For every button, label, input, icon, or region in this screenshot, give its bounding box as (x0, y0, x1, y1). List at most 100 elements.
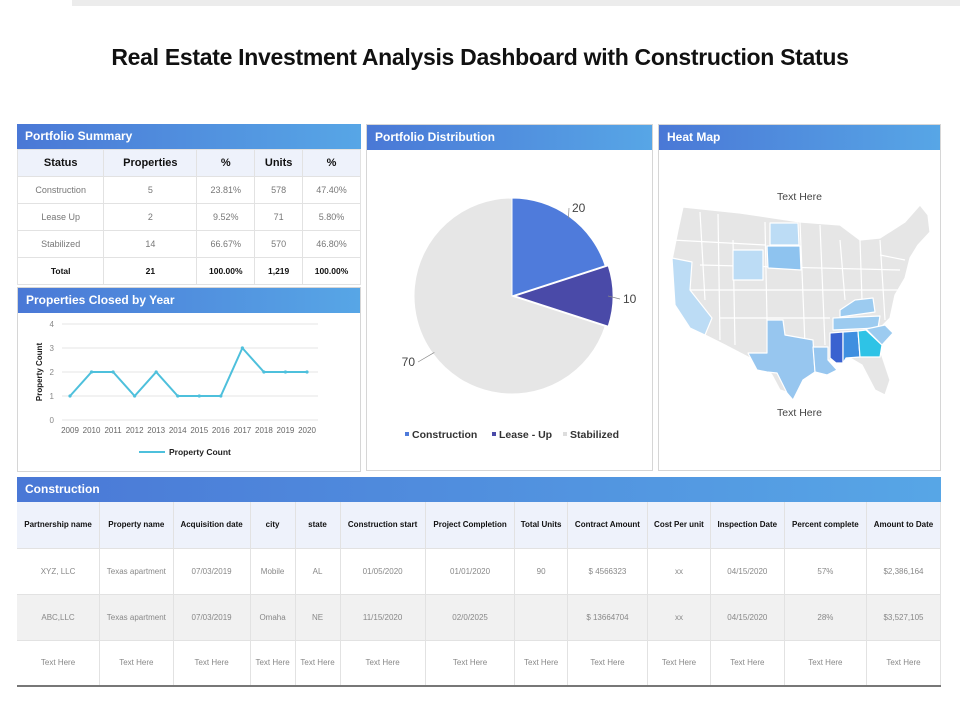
table-row: ABC,LLC Texas apartment 07/03/2019 Omaha NE 1… (17, 593, 942, 640)
x-tick-label: 2015 (190, 426, 208, 435)
table-cell: 90 (514, 547, 568, 594)
construction-header: Construction (17, 477, 941, 502)
table-cell: 04/15/2020 (710, 547, 785, 594)
closed-by-year-panel: Properties Closed by Year 0 1 2 3 4 2009 2010 2… (17, 287, 361, 472)
data-point (68, 394, 72, 398)
table-cell: Text Here (99, 639, 174, 687)
table-cell: 57% (784, 547, 867, 594)
portfolio-summary-table: Status Properties% Units% Construction 5 23.8… (16, 149, 361, 285)
data-point (197, 394, 201, 398)
state-kentucky (839, 297, 876, 318)
table-cell: 04/15/2020 (710, 593, 785, 640)
table-cell: 02/0/2025 (425, 593, 516, 640)
table-row: XYZ, LLC Texas apartment 07/03/2019 Mobile A… (17, 547, 942, 594)
state-texas (747, 319, 816, 401)
column-header: % (302, 149, 361, 177)
data-label: 10 (623, 292, 637, 306)
table-cell: 01/01/2020 (425, 547, 516, 594)
page-title: Real Estate Investment Analysis Dashboar… (111, 44, 849, 70)
portfolio-distribution-panel: Portfolio Distribution 20 10 70 Constructio… (366, 124, 653, 471)
y-tick-label: 3 (50, 344, 55, 353)
y-tick-label: 2 (50, 368, 55, 377)
table-cell: Texas apartment (99, 593, 174, 640)
table-cell: $ 4566323 (567, 547, 649, 594)
state-north-dakota (769, 222, 800, 246)
legend-swatch (563, 432, 567, 436)
table-cell: $2,386,164 (866, 547, 942, 594)
data-point (154, 370, 158, 374)
top-decor-strip (0, 0, 960, 6)
data-point (89, 370, 94, 374)
x-tick-label: 2017 (233, 426, 251, 435)
total-cell: 100.00% (196, 257, 256, 285)
table-cell: 5.80% (302, 203, 361, 231)
portfolio-summary-header: Portfolio Summary (17, 124, 361, 149)
x-tick-label: 2011 (104, 426, 122, 435)
data-point (262, 370, 266, 374)
legend-label: Construction (412, 429, 477, 441)
total-cell: Total (16, 257, 105, 285)
table-cell: Stabilized (16, 230, 105, 258)
data-point (111, 370, 115, 374)
data-point (133, 394, 137, 398)
table-cell: ABC,LLC (17, 593, 101, 640)
legend-label: Stabilized (570, 429, 619, 441)
table-cell: Omaha (250, 593, 296, 640)
legend-label: Lease - Up (499, 429, 552, 441)
state-mississippi (829, 331, 844, 364)
x-tick-label: 2019 (277, 426, 295, 435)
state-south-dakota (766, 245, 802, 271)
table-cell: 07/03/2019 (173, 593, 251, 640)
x-tick-label: 2012 (126, 426, 144, 435)
y-tick-label: 0 (50, 416, 55, 425)
data-point (240, 346, 244, 350)
legend-swatch (492, 432, 496, 436)
table-cell: Text Here (647, 639, 711, 687)
x-tick-label: 2013 (147, 426, 165, 435)
table-cell: 23.81% (196, 176, 256, 204)
column-header: Acquisition date (173, 502, 251, 548)
data-label: 70 (402, 355, 416, 369)
closed-by-year-header: Properties Closed by Year (18, 288, 360, 313)
state-south-carolina (865, 324, 894, 346)
table-header-row: Partnership name Property name Acquisition… (17, 502, 942, 548)
table-cell (514, 593, 568, 640)
table-row: Lease Up 2 9.52% 71 5.80% (16, 203, 361, 231)
state-georgia (857, 329, 883, 358)
column-header: state (295, 502, 341, 548)
table-cell: Text Here (173, 639, 251, 687)
table-cell: 66.67% (196, 230, 256, 258)
table-cell: $3,527,105 (866, 593, 942, 640)
table-cell: Mobile (250, 547, 296, 594)
table-cell: 28% (784, 593, 867, 640)
column-header: % (196, 149, 256, 177)
total-row: Total 21 100.00% 1,219 100.00% (16, 257, 361, 285)
pie-slice (513, 265, 614, 327)
y-tick-label: 4 (50, 320, 55, 329)
table-cell: Text Here (340, 639, 426, 687)
data-label: 20 (572, 201, 586, 215)
y-axis-label: Property Count (35, 343, 44, 402)
us-heat-map (671, 204, 931, 401)
portfolio-summary-panel: Portfolio Summary Status Properties% Units… (16, 124, 361, 286)
construction-panel: Construction Partnership name Property na… (17, 477, 942, 689)
table-row: Text Here Text Here Text Here Text Here Text… (17, 639, 942, 687)
table-cell: xx (647, 547, 711, 594)
heat-map-panel: Heat Map Text Here Text Here (658, 124, 941, 471)
table-cell: Text Here (514, 639, 568, 687)
table-cell: Text Here (295, 639, 341, 687)
x-tick-label: 2020 (298, 426, 316, 435)
data-point (176, 394, 180, 398)
column-header: Partnership name (17, 502, 101, 548)
pie-chart: 20 10 70 Construction Lease - Up Stabilized (402, 197, 637, 441)
table-cell: Text Here (17, 639, 101, 687)
table-cell: 47.40% (302, 176, 361, 204)
series-line (69, 346, 307, 398)
table-cell: 9.52% (196, 203, 256, 231)
column-header: Percent complete (784, 502, 867, 548)
data-point (283, 370, 288, 374)
table-cell: 71 (254, 203, 304, 231)
state-california (671, 257, 713, 336)
column-header: Amount to Date (866, 502, 942, 548)
